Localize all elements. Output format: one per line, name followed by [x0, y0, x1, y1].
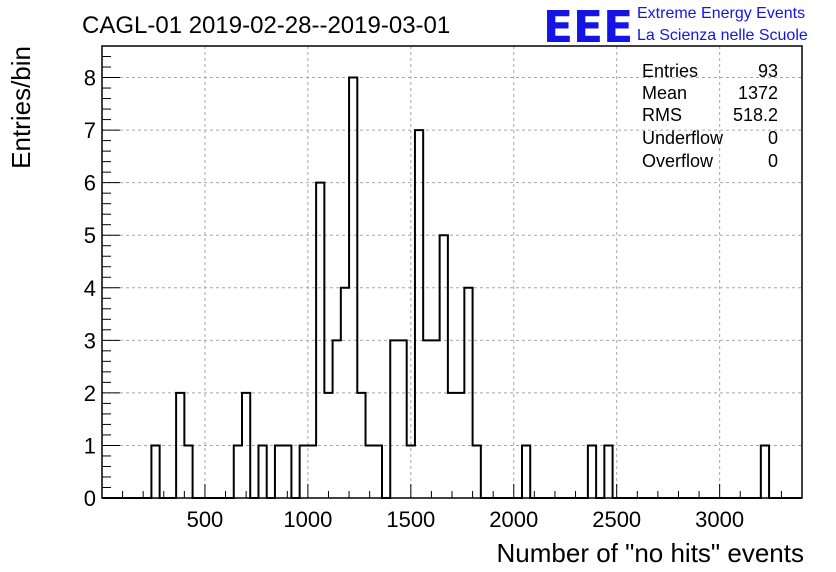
stats-entries-value: 93 — [758, 61, 778, 81]
plot-frame — [101, 45, 803, 499]
stats-overflow-value: 0 — [768, 151, 778, 171]
stats-mean-label: Mean — [642, 83, 687, 103]
y-axis-title: Entries/bin — [6, 46, 36, 169]
stats-mean-value: 1372 — [738, 83, 778, 103]
y-tick-label: 5 — [84, 223, 96, 248]
stats-rms-value: 518.2 — [733, 105, 778, 125]
logo-line-1: Extreme Energy Events — [637, 5, 805, 22]
x-axis-title: Number of "no hits" events — [497, 538, 805, 568]
y-tick-label: 3 — [84, 328, 96, 353]
stats-box: Entries 93 Mean 1372 RMS 518.2 Underflow… — [642, 61, 778, 171]
x-tick-label: 2000 — [489, 507, 538, 532]
y-tick-label: 7 — [84, 118, 96, 143]
stats-overflow-label: Overflow — [642, 151, 714, 171]
y-tick-label: 1 — [84, 433, 96, 458]
y-tick-label: 4 — [84, 276, 96, 301]
x-tick-label: 1500 — [386, 507, 435, 532]
stats-underflow-value: 0 — [768, 128, 778, 148]
grid-lines — [102, 46, 802, 498]
stats-entries-label: Entries — [642, 61, 698, 81]
x-tick-label: 500 — [187, 507, 224, 532]
stats-rms-label: RMS — [642, 105, 682, 125]
y-tick-label: 0 — [84, 486, 96, 511]
stats-underflow-label: Underflow — [642, 128, 724, 148]
tick-labels: 500 1000 1500 2000 2500 3000 0 1 2 3 4 5 6 7 8 — [84, 66, 744, 532]
x-tick-label: 2500 — [592, 507, 641, 532]
axis-ticks — [102, 56, 782, 499]
y-tick-label: 6 — [84, 171, 96, 196]
eee-logo-mark: EEE — [543, 2, 633, 53]
eee-logo: EEE Extreme Energy Events La Scienza nel… — [543, 2, 808, 53]
x-tick-label: 1000 — [283, 507, 332, 532]
y-tick-label: 8 — [84, 66, 96, 91]
x-tick-label: 3000 — [695, 507, 744, 532]
logo-line-2: La Scienza nelle Scuole — [637, 27, 808, 44]
chart-title: CAGL-01 2019-02-28--2019-03-01 — [82, 12, 450, 39]
y-tick-label: 2 — [84, 381, 96, 406]
